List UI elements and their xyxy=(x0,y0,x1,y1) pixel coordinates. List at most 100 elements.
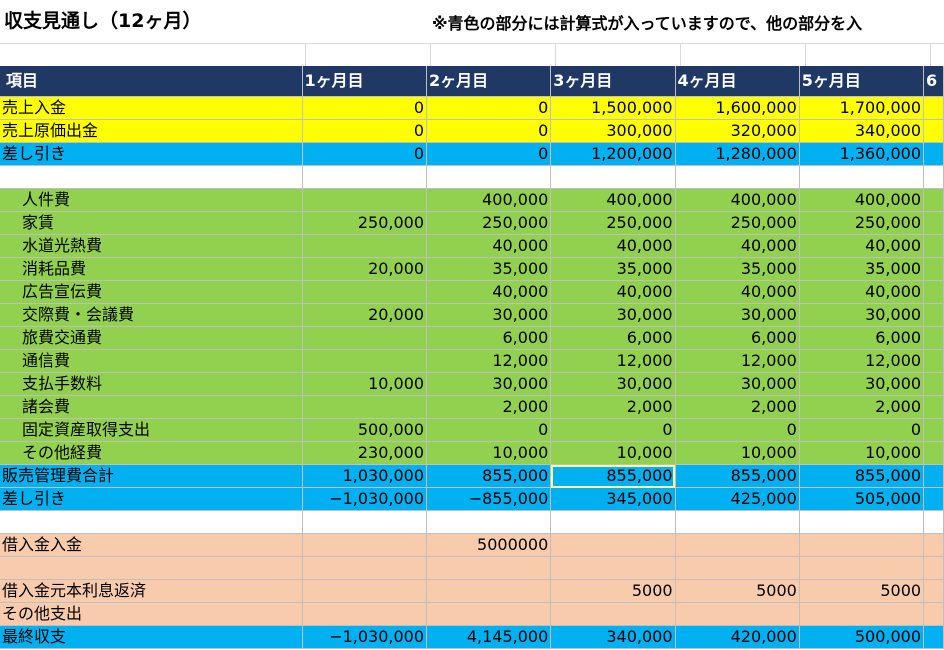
value-cell[interactable]: 1,030,000 xyxy=(302,464,428,488)
value-cell[interactable]: 0 xyxy=(550,418,676,442)
value-cell[interactable] xyxy=(923,418,944,442)
value-cell[interactable] xyxy=(675,533,800,557)
row-label[interactable]: 交際費・会議費 xyxy=(0,303,303,327)
value-cell[interactable]: 250,000 xyxy=(550,211,676,235)
row-label[interactable]: 旅費交通費 xyxy=(0,326,303,350)
value-cell[interactable]: 30,000 xyxy=(426,372,552,396)
value-cell[interactable]: 2,000 xyxy=(426,395,552,419)
value-cell[interactable]: 35,000 xyxy=(426,257,552,281)
row-label[interactable]: 借入金元本利息返済 xyxy=(0,579,303,603)
value-cell[interactable] xyxy=(799,533,925,557)
value-cell[interactable] xyxy=(923,602,944,626)
row-label[interactable]: 最終収支 xyxy=(0,625,303,649)
value-cell[interactable]: 35,000 xyxy=(675,257,800,281)
value-cell[interactable]: 40,000 xyxy=(675,234,800,258)
value-cell[interactable] xyxy=(923,142,944,166)
value-cell[interactable] xyxy=(550,533,676,557)
value-cell[interactable] xyxy=(426,165,552,189)
header-item[interactable]: 項目 xyxy=(0,66,303,97)
value-cell[interactable] xyxy=(923,257,944,281)
value-cell[interactable] xyxy=(426,510,552,534)
value-cell[interactable]: 10,000 xyxy=(799,441,925,465)
value-cell[interactable] xyxy=(302,326,428,350)
value-cell[interactable]: 40,000 xyxy=(426,234,552,258)
value-cell[interactable] xyxy=(923,165,944,189)
row-label[interactable]: その他経費 xyxy=(0,441,303,465)
value-cell[interactable]: 30,000 xyxy=(799,372,925,396)
value-cell[interactable]: 400,000 xyxy=(550,188,676,212)
value-cell[interactable]: 400,000 xyxy=(675,188,800,212)
value-cell[interactable]: 1,200,000 xyxy=(550,142,676,166)
value-cell[interactable]: 505,000 xyxy=(799,487,925,511)
value-cell[interactable]: 40,000 xyxy=(799,280,925,304)
value-cell[interactable]: 6,000 xyxy=(675,326,800,350)
value-cell[interactable] xyxy=(923,510,944,534)
value-cell[interactable]: 30,000 xyxy=(550,303,676,327)
value-cell[interactable] xyxy=(923,349,944,373)
value-cell[interactable]: 400,000 xyxy=(799,188,925,212)
value-cell[interactable] xyxy=(923,234,944,258)
value-cell[interactable]: 340,000 xyxy=(799,119,925,143)
value-cell[interactable] xyxy=(923,533,944,557)
value-cell[interactable]: 500,000 xyxy=(302,418,428,442)
value-cell[interactable]: 1,280,000 xyxy=(675,142,800,166)
value-cell[interactable] xyxy=(550,602,676,626)
value-cell[interactable] xyxy=(302,556,428,580)
value-cell[interactable]: 345,000 xyxy=(550,487,676,511)
value-cell[interactable] xyxy=(799,165,925,189)
value-cell[interactable] xyxy=(426,579,552,603)
row-label[interactable] xyxy=(0,165,303,189)
value-cell[interactable]: 4,145,000 xyxy=(426,625,552,649)
value-cell[interactable]: 10,000 xyxy=(675,441,800,465)
value-cell[interactable]: −1,030,000 xyxy=(302,487,428,511)
value-cell[interactable]: 40,000 xyxy=(675,280,800,304)
value-cell[interactable] xyxy=(923,326,944,350)
value-cell[interactable]: 400,000 xyxy=(426,188,552,212)
row-label[interactable]: 支払手数料 xyxy=(0,372,303,396)
value-cell[interactable]: 5000 xyxy=(675,579,800,603)
value-cell[interactable]: 230,000 xyxy=(302,441,428,465)
row-label[interactable]: 諸会費 xyxy=(0,395,303,419)
value-cell[interactable]: 0 xyxy=(675,418,800,442)
value-cell[interactable] xyxy=(923,372,944,396)
value-cell[interactable] xyxy=(799,602,925,626)
value-cell[interactable]: 0 xyxy=(799,418,925,442)
value-cell[interactable]: 0 xyxy=(426,418,552,442)
value-cell[interactable]: 250,000 xyxy=(426,211,552,235)
value-cell[interactable]: 30,000 xyxy=(799,303,925,327)
value-cell[interactable]: 10,000 xyxy=(550,441,676,465)
value-cell[interactable]: 10,000 xyxy=(302,372,428,396)
value-cell[interactable] xyxy=(923,487,944,511)
value-cell[interactable]: 35,000 xyxy=(799,257,925,281)
row-label[interactable]: その他支出 xyxy=(0,602,303,626)
value-cell[interactable]: 425,000 xyxy=(675,487,800,511)
value-cell[interactable]: −855,000 xyxy=(426,487,552,511)
value-cell[interactable] xyxy=(923,556,944,580)
value-cell[interactable]: 40,000 xyxy=(550,234,676,258)
value-cell[interactable] xyxy=(302,165,428,189)
value-cell[interactable] xyxy=(923,119,944,143)
row-label[interactable] xyxy=(0,556,303,580)
value-cell[interactable] xyxy=(550,510,676,534)
value-cell[interactable] xyxy=(799,510,925,534)
value-cell[interactable] xyxy=(675,602,800,626)
value-cell[interactable] xyxy=(675,165,800,189)
value-cell[interactable]: 320,000 xyxy=(675,119,800,143)
sheet-title[interactable]: 収支見通し（12ヶ月） xyxy=(4,10,202,32)
value-cell[interactable]: 1,600,000 xyxy=(675,96,800,120)
value-cell[interactable]: 40,000 xyxy=(799,234,925,258)
value-cell[interactable] xyxy=(923,579,944,603)
row-label[interactable]: 通信費 xyxy=(0,349,303,373)
header-month-1[interactable]: 1ヶ月目 xyxy=(302,66,428,97)
value-cell[interactable]: 30,000 xyxy=(675,372,800,396)
value-cell[interactable] xyxy=(302,579,428,603)
value-cell[interactable]: −1,030,000 xyxy=(302,625,428,649)
row-label[interactable]: 販売管理費合計 xyxy=(0,464,303,488)
value-cell[interactable]: 12,000 xyxy=(426,349,552,373)
value-cell[interactable]: 12,000 xyxy=(550,349,676,373)
row-label[interactable]: 広告宣伝費 xyxy=(0,280,303,304)
value-cell[interactable]: 12,000 xyxy=(675,349,800,373)
header-month-2[interactable]: 2ヶ月目 xyxy=(426,66,552,97)
value-cell[interactable]: 300,000 xyxy=(550,119,676,143)
blank-row[interactable] xyxy=(0,43,944,67)
